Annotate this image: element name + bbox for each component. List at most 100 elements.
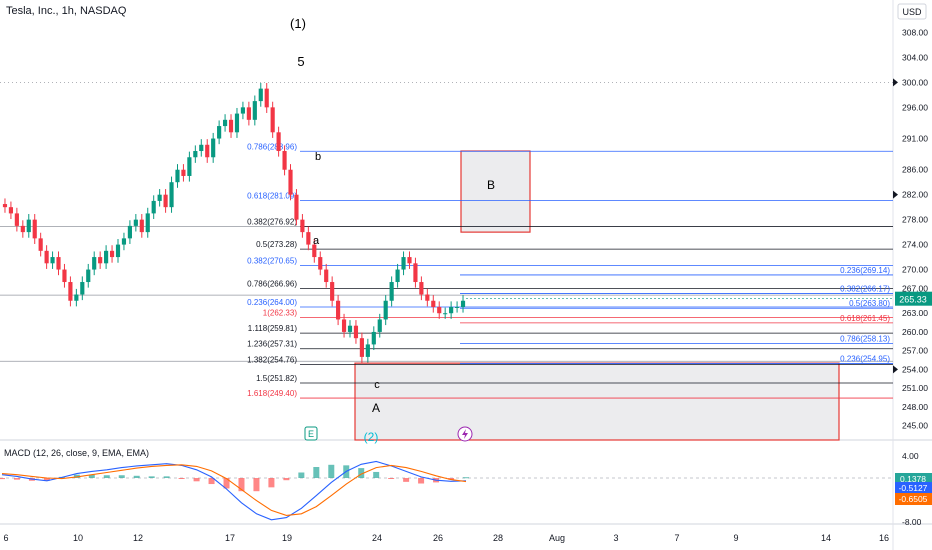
- candle-body-25[interactable]: [151, 200, 156, 214]
- candle-body-36[interactable]: [217, 126, 222, 139]
- candle-body-48[interactable]: [288, 169, 293, 195]
- macd-hist-bar-8[interactable]: [118, 475, 125, 478]
- candle-body-2[interactable]: [14, 213, 19, 226]
- candle-body-50[interactable]: [300, 219, 305, 233]
- macd-hist-bar-0[interactable]: [0, 478, 5, 480]
- candle-body-8[interactable]: [50, 257, 55, 264]
- macd-hist-bar-22[interactable]: [328, 464, 335, 478]
- target-box-B[interactable]: [460, 150, 531, 233]
- macd-hist-bar-7[interactable]: [103, 475, 110, 478]
- candle-body-45[interactable]: [270, 107, 275, 133]
- lightning-icon[interactable]: [457, 426, 473, 442]
- candle-body-40[interactable]: [240, 107, 246, 114]
- candle-body-12[interactable]: [74, 294, 79, 301]
- candle-body-60[interactable]: [359, 338, 364, 357]
- candle-body-58[interactable]: [347, 325, 353, 332]
- candle-body-43[interactable]: [258, 88, 263, 102]
- macd-hist-bar-19[interactable]: [283, 478, 290, 481]
- currency-button[interactable]: [897, 3, 927, 20]
- candle-body-20[interactable]: [121, 238, 127, 245]
- candle-body-32[interactable]: [193, 151, 198, 158]
- candle-body-46[interactable]: [276, 132, 281, 152]
- candle-body-41[interactable]: [246, 107, 251, 120]
- candle-body-51[interactable]: [306, 232, 311, 245]
- candle-body-11[interactable]: [68, 282, 73, 301]
- candle-body-13[interactable]: [80, 282, 85, 295]
- macd-hist-bar-27[interactable]: [403, 478, 410, 482]
- candle-body-7[interactable]: [44, 250, 49, 264]
- candle-body-3[interactable]: [20, 225, 25, 233]
- macd-pane[interactable]: 4.000.00-8.000.1378-0.5127-0.6505: [0, 451, 932, 527]
- candle-body-22[interactable]: [133, 219, 138, 226]
- candle-body-69[interactable]: [413, 263, 418, 283]
- macd-hist-bar-9[interactable]: [133, 475, 140, 478]
- candle-body-55[interactable]: [330, 282, 335, 301]
- macd-hist-bar-24[interactable]: [358, 468, 365, 478]
- candle-body-19[interactable]: [115, 244, 121, 258]
- candle-body-76[interactable]: [454, 306, 460, 308]
- candle-body-10[interactable]: [62, 269, 67, 283]
- candle-body-71[interactable]: [425, 294, 430, 301]
- signal-line[interactable]: [1, 464, 467, 516]
- macd-hist-bar-6[interactable]: [88, 474, 95, 478]
- candle-body-72[interactable]: [431, 300, 436, 307]
- macd-hist-bar-3[interactable]: [43, 478, 50, 481]
- macd-hist-bar-13[interactable]: [193, 478, 200, 482]
- macd-value-tag-1[interactable]: [895, 482, 932, 494]
- candle-body-70[interactable]: [419, 282, 424, 295]
- candle-body-74[interactable]: [443, 313, 448, 315]
- target-box-A-C[interactable]: [354, 362, 840, 441]
- candle-body-39[interactable]: [234, 113, 240, 133]
- macd-hist-bar-12[interactable]: [178, 478, 185, 479]
- candle-body-73[interactable]: [437, 306, 442, 314]
- macd-hist-bar-16[interactable]: [238, 478, 245, 492]
- macd-hist-bar-15[interactable]: [223, 478, 230, 489]
- candle-body-6[interactable]: [38, 238, 43, 251]
- candle-body-35[interactable]: [211, 138, 216, 158]
- candle-body-14[interactable]: [86, 269, 91, 283]
- macd-hist-bar-30[interactable]: [448, 478, 455, 480]
- candle-body-28[interactable]: [169, 182, 174, 208]
- candle-body-53[interactable]: [318, 257, 323, 270]
- candle-body-31[interactable]: [187, 157, 192, 176]
- candle-body-65[interactable]: [389, 282, 394, 301]
- candle-body-77[interactable]: [460, 300, 466, 307]
- candle-body-56[interactable]: [336, 300, 341, 320]
- candle-body-18[interactable]: [109, 250, 115, 258]
- candle-body-42[interactable]: [252, 101, 257, 120]
- price-candles[interactable]: [2, 83, 466, 363]
- candle-body-67[interactable]: [401, 257, 406, 270]
- candle-body-4[interactable]: [26, 219, 31, 233]
- candle-body-38[interactable]: [228, 119, 234, 133]
- macd-hist-bar-20[interactable]: [298, 472, 305, 479]
- candle-body-61[interactable]: [365, 344, 370, 357]
- candle-body-52[interactable]: [312, 244, 317, 258]
- candle-body-44[interactable]: [264, 88, 269, 108]
- candle-body-17[interactable]: [104, 250, 109, 264]
- candle-body-9[interactable]: [56, 257, 61, 270]
- candle-body-29[interactable]: [175, 169, 180, 183]
- candle-body-68[interactable]: [407, 257, 412, 264]
- macd-hist-bar-31[interactable]: [463, 477, 469, 479]
- macd-hist-bar-21[interactable]: [313, 467, 320, 478]
- candle-body-63[interactable]: [377, 319, 382, 332]
- macd-hist-bar-28[interactable]: [418, 478, 425, 484]
- earnings-icon[interactable]: E: [304, 426, 318, 441]
- candle-body-47[interactable]: [282, 151, 287, 170]
- macd-title[interactable]: MACD (12, 26, close, 9, EMA, EMA): [4, 448, 149, 458]
- symbol-title[interactable]: Tesla, Inc., 1h, NASDAQ: [6, 5, 127, 17]
- candle-body-30[interactable]: [181, 169, 186, 176]
- macd-hist-bar-11[interactable]: [163, 476, 170, 478]
- candle-body-49[interactable]: [294, 194, 299, 220]
- macd-line[interactable]: [1, 460, 467, 521]
- candle-body-5[interactable]: [32, 219, 37, 239]
- candle-body-23[interactable]: [139, 219, 144, 233]
- price-axis[interactable]: 265.33 308.00 304.00 300.00 296.00 291.00 286.…: [466, 27, 932, 431]
- macd-hist-bar-17[interactable]: [253, 478, 260, 492]
- macd-hist-bar-10[interactable]: [148, 476, 155, 478]
- candle-body-64[interactable]: [383, 300, 388, 320]
- candle-body-34[interactable]: [205, 144, 210, 158]
- candle-body-75[interactable]: [449, 306, 454, 314]
